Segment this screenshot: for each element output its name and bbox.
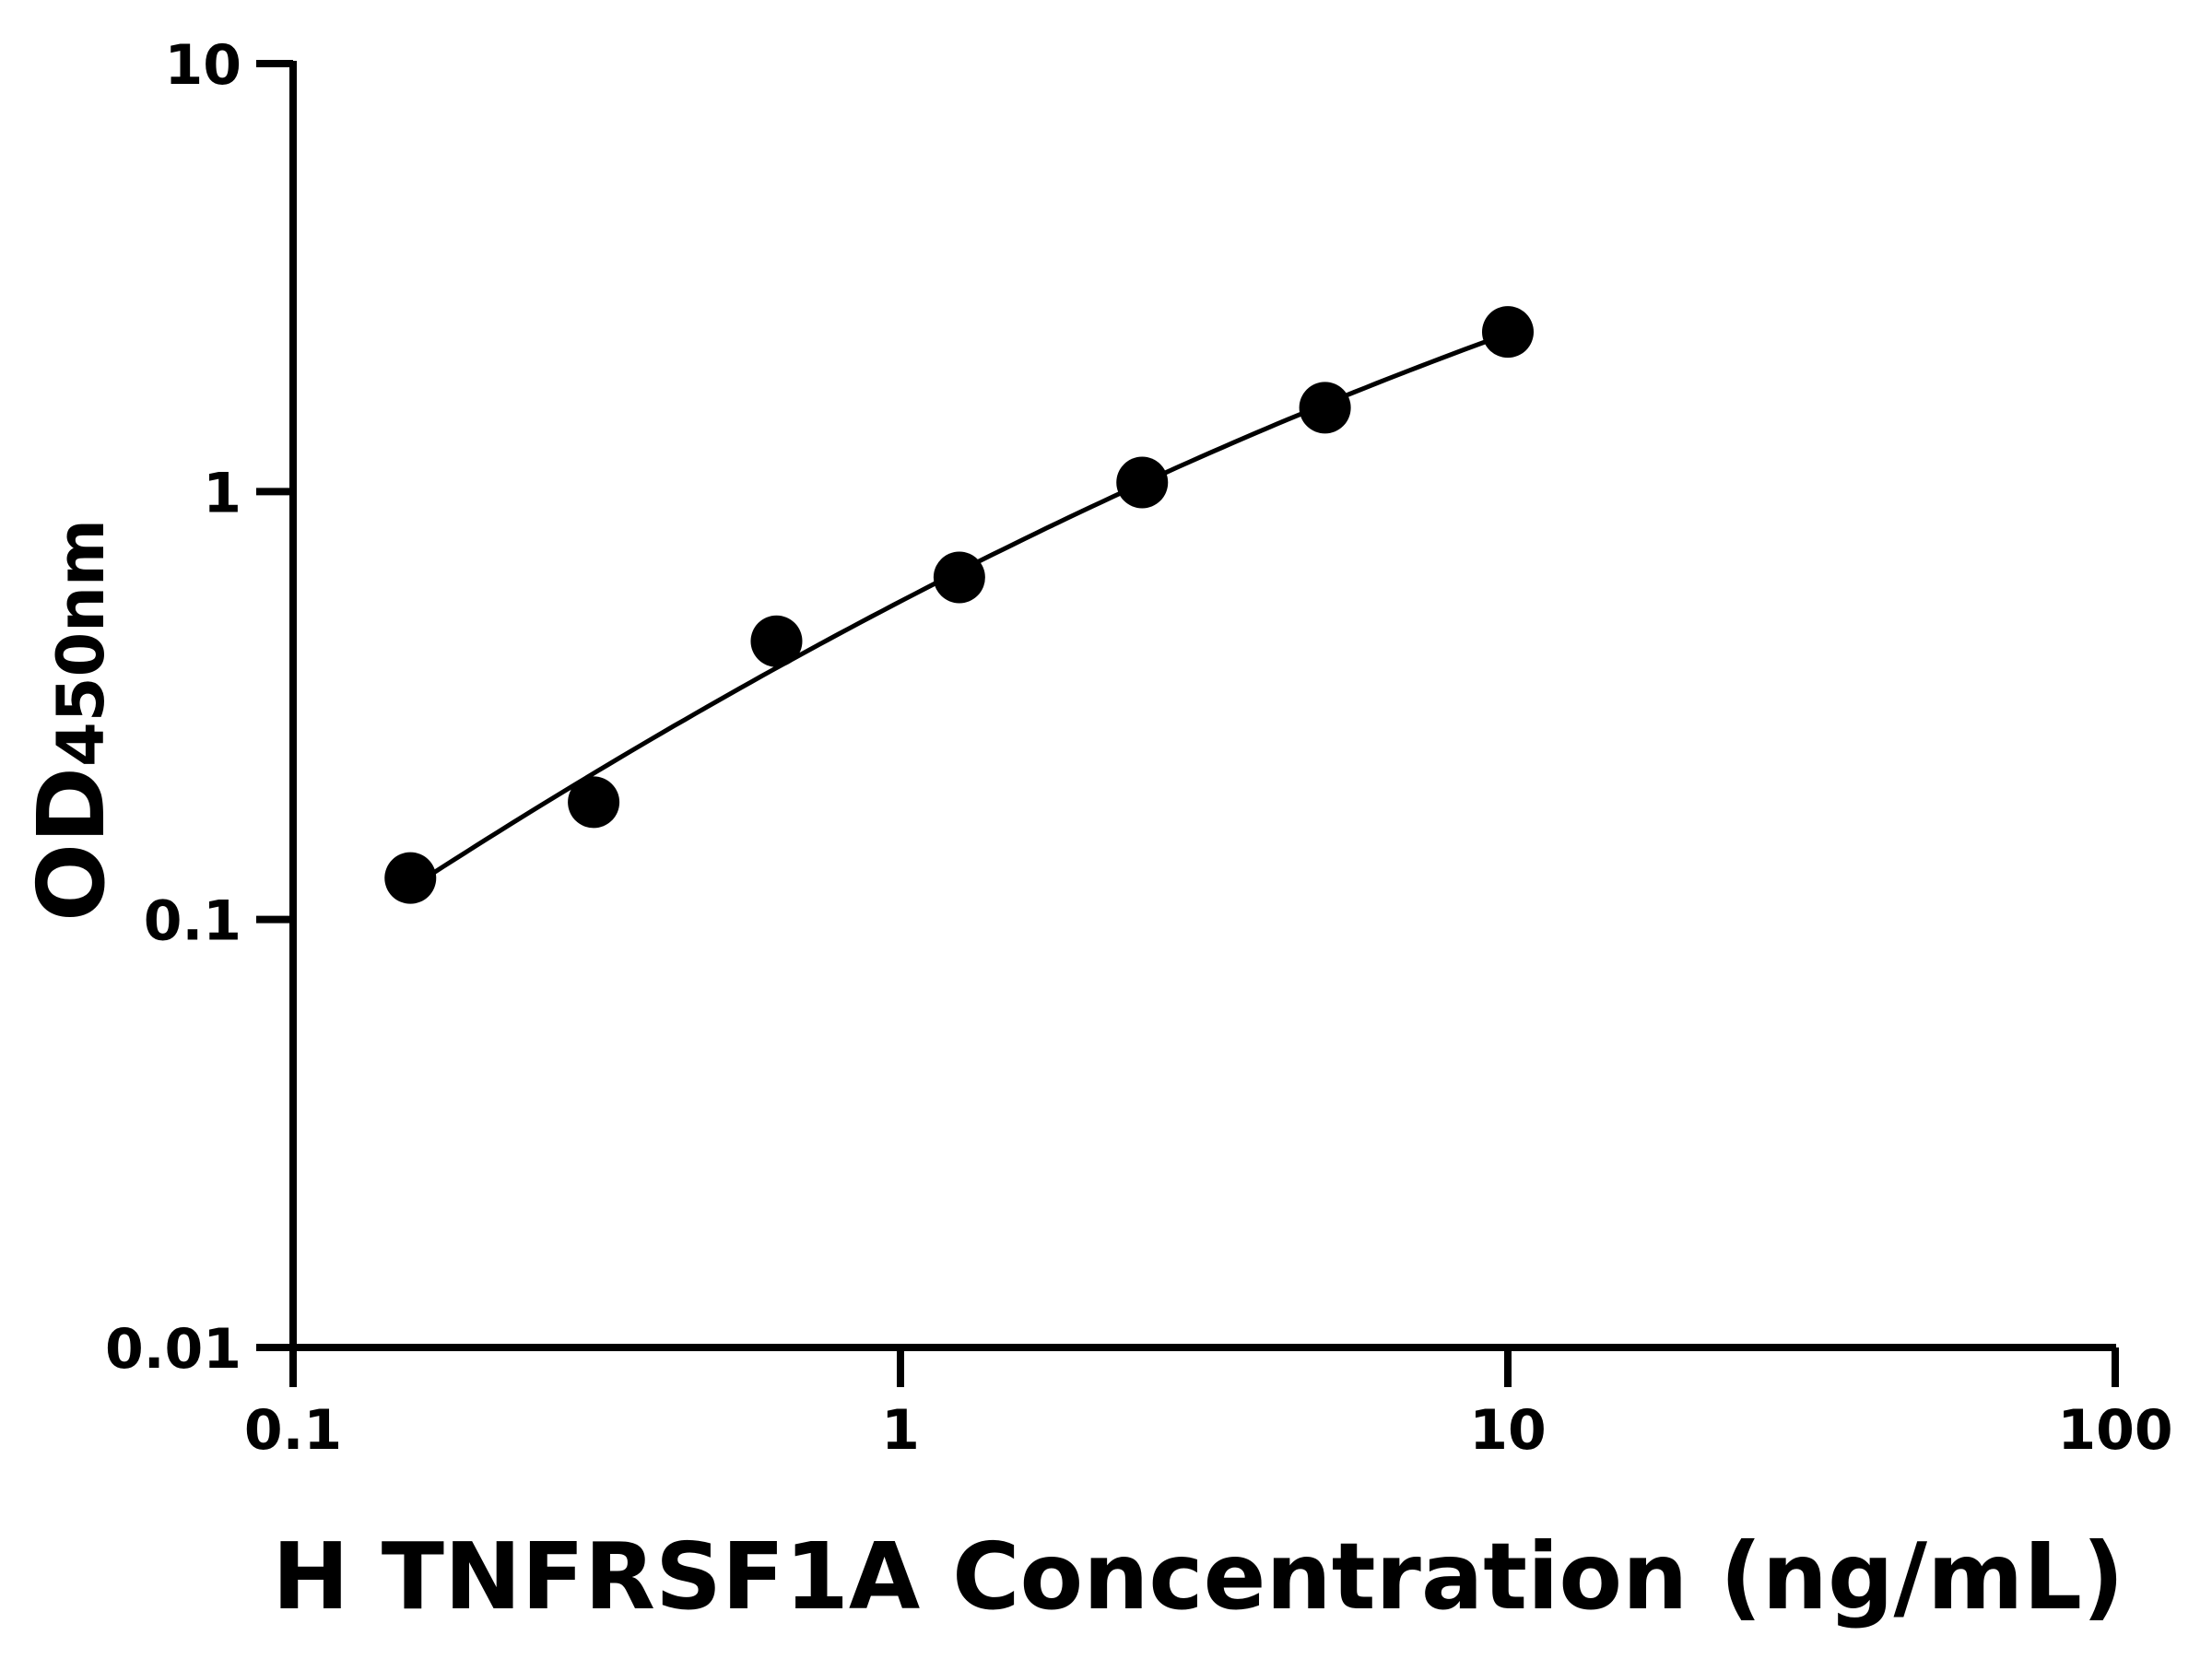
- x-tick-label: 0.1: [244, 1398, 342, 1463]
- y-tick-label: 0.1: [144, 889, 241, 954]
- y-tick-label: 0.01: [105, 1317, 241, 1382]
- data-point: [384, 852, 437, 904]
- data-point: [568, 776, 620, 829]
- y-tick-label: 1: [203, 461, 241, 525]
- data-point: [1116, 456, 1169, 509]
- data-point: [1482, 306, 1534, 359]
- x-tick-label: 10: [1469, 1398, 1547, 1463]
- data-point: [933, 551, 985, 604]
- y-axis-title-main: OD: [18, 767, 125, 922]
- y-axis-title-sub: 450nm: [43, 519, 119, 767]
- y-axis-title: OD450nm: [18, 519, 125, 922]
- x-axis-title: H TNFRSF1A Concentration (ng/mL): [272, 1523, 2124, 1630]
- data-point: [750, 615, 803, 667]
- x-tick-label: 1: [881, 1398, 920, 1463]
- x-tick-label: 100: [2057, 1398, 2172, 1463]
- y-tick-label: 10: [165, 33, 242, 98]
- data-point: [1299, 382, 1351, 434]
